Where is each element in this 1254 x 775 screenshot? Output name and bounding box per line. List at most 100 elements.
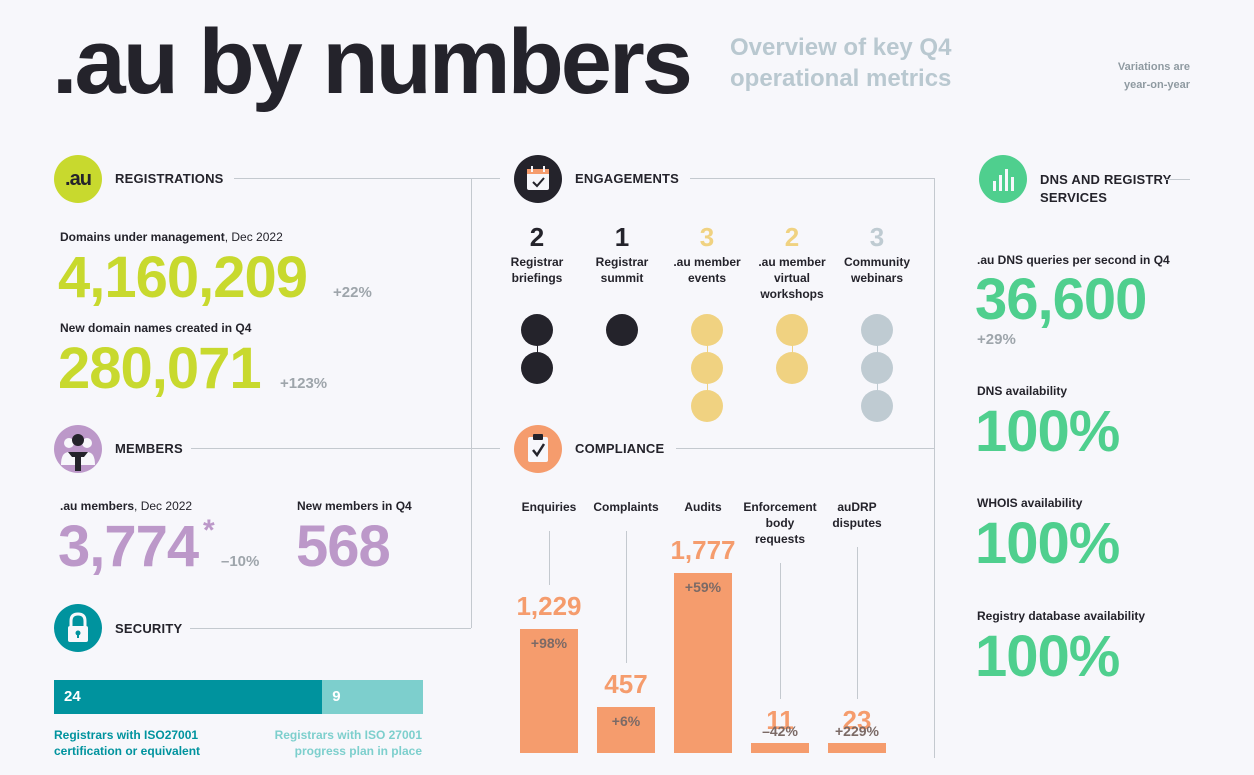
iso-count: 24 [64, 688, 81, 705]
engagement-label-line: briefings [511, 271, 563, 285]
iso-label-line-1: Registrars with ISO27001 [54, 728, 199, 742]
engagement-label-line: Registrar [510, 255, 564, 269]
engagement-dot [776, 314, 808, 346]
compliance-category-label-line: body [765, 516, 795, 530]
dns-rule [1166, 179, 1190, 180]
au-icon-text: .au [65, 167, 92, 190]
calendar-icon [514, 155, 562, 203]
au-icon: .au [54, 155, 102, 203]
whois-availability-value: 100% [975, 511, 1120, 576]
engagement-dot [691, 390, 723, 422]
dns-queries-value: 36,600 [975, 267, 1147, 332]
new-members-value: 568 [296, 514, 391, 579]
compliance-bar [597, 706, 655, 753]
au-members-asterisk: * [203, 514, 215, 547]
iso-label-line-2: certification or equivalent [54, 744, 201, 758]
members-heading: MEMBERS [115, 441, 183, 456]
new-domains-label: New domain names created in Q4 [60, 321, 252, 335]
subtitle-line-1: Overview of key Q4 [730, 34, 952, 61]
engagement-dot [521, 314, 553, 346]
compliance-bar [751, 743, 809, 753]
engagement-label-line: .au member [758, 255, 826, 269]
compliance-leader-line [548, 531, 550, 585]
compliance-bar [674, 573, 732, 753]
au-members-label-text: .au members [60, 499, 135, 513]
compliance-delta-label: –42% [762, 723, 798, 739]
members-icon [54, 425, 102, 473]
dns-availability-value: 100% [975, 399, 1120, 464]
au-members-value: 3,774 [58, 514, 199, 579]
compliance-category-label: auDRP disputes [815, 499, 899, 531]
members-rule [191, 448, 500, 449]
subtitle-line-2: operational metrics [730, 65, 952, 92]
engagement-count: 2 [529, 222, 545, 252]
au-members-delta: –10% [221, 553, 260, 570]
compliance-category-label-line: Audits [684, 500, 722, 514]
dns-queries-label: .au DNS queries per second in Q4 [977, 253, 1170, 267]
compliance-delta-label: +98% [530, 634, 568, 651]
engagement-label-line: workshops [760, 287, 824, 301]
compliance-bar [520, 628, 578, 753]
progress-count: 9 [332, 688, 341, 705]
iso-segment: 24 [54, 680, 323, 714]
divider-left [471, 178, 472, 628]
domains-date: , Dec 2022 [224, 230, 283, 244]
engagement-dot [691, 314, 723, 346]
iso-label: Registrars with ISO27001 certification o… [54, 727, 200, 759]
compliance-category-label-line: requests [754, 532, 806, 546]
engagement-count: 3 [869, 222, 885, 252]
compliance-delta-label: +59% [684, 579, 722, 595]
compliance-category-label-line: Complaints [593, 500, 659, 514]
engagements-grid: 2 Registrar briefings 1 Registrar summit 3 .au … [494, 220, 924, 430]
compliance-category-label: Enforcement body requests [738, 499, 822, 547]
compliance-category-label: Enquiries [507, 499, 591, 515]
variation-note: Variations are year-on-year [1070, 58, 1190, 94]
page-title: .au by numbers [52, 11, 693, 113]
compliance-delta-label: +229% [835, 723, 879, 739]
engagement-dot [521, 352, 553, 384]
compliance-category-label-line: Enquiries [521, 500, 577, 514]
engagement-dot [861, 390, 893, 422]
variation-line-1: Variations are [1117, 61, 1190, 73]
compliance-category-label-line: disputes [832, 516, 882, 530]
engagement-label-line: .au member [673, 255, 741, 269]
domains-label: Domains under management, Dec 2022 [60, 230, 283, 244]
compliance-value-label: 11 [766, 705, 794, 735]
registry-availability-value: 100% [975, 624, 1120, 689]
compliance-value-label: 1,229 [516, 590, 582, 621]
compliance-category-label-line: Enforcement [743, 500, 817, 514]
registrations-heading: REGISTRATIONS [115, 171, 224, 186]
compliance-bar [828, 743, 886, 753]
engagement-label: Community webinars [835, 254, 919, 286]
engagements-heading: ENGAGEMENTS [575, 171, 680, 186]
engagement-label: Registrar summit [580, 254, 664, 286]
engagement-label-line: virtual [773, 271, 810, 285]
engagement-label-line: webinars [850, 271, 904, 285]
compliance-leader-line [779, 563, 781, 699]
engagement-label-line: Community [844, 255, 910, 269]
engagement-dot [691, 352, 723, 384]
engagement-dot [606, 314, 638, 346]
registry-availability-label: Registry database availability [977, 609, 1146, 623]
compliance-leader-line [625, 531, 627, 663]
compliance-category-label: Audits [661, 499, 745, 515]
compliance-leader-line [856, 547, 858, 699]
engagement-dot [861, 314, 893, 346]
compliance-category-label: Complaints [584, 499, 668, 515]
engagement-count: 1 [614, 222, 630, 252]
domains-value: 4,160,209 [58, 245, 308, 310]
compliance-value-label: 23 [842, 705, 872, 735]
engagement-dot [776, 352, 808, 384]
domains-label-text: Domains under management [60, 230, 225, 244]
security-icon [54, 604, 102, 652]
engagement-label-line: events [687, 271, 727, 285]
compliance-rule [676, 448, 934, 449]
engagement-label: .au member events [665, 254, 749, 286]
engagement-label: .au member virtual workshops [750, 254, 834, 302]
dns-availability-label: DNS availability [977, 384, 1068, 398]
progress-label: Registrars with ISO 27001 progress plan … [240, 727, 422, 759]
new-domains-delta: +123% [280, 375, 328, 392]
security-bar: 24 9 [54, 680, 423, 714]
engagement-count: 3 [699, 222, 715, 252]
engagement-dot [861, 352, 893, 384]
